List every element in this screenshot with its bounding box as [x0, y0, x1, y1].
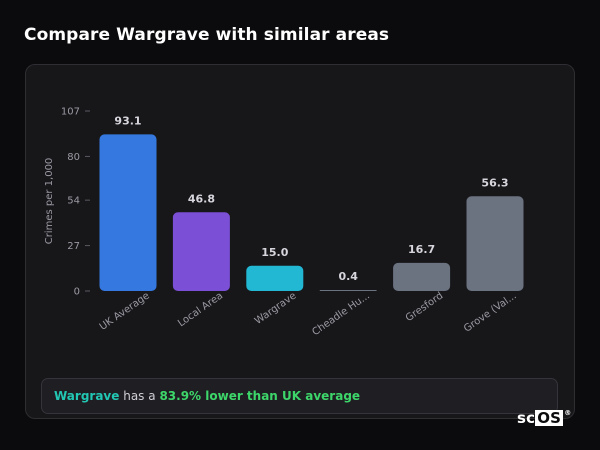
x-category-label: Gresford [404, 290, 445, 324]
bar-value-label: 46.8 [188, 192, 215, 205]
summary-mid-text: has a [123, 389, 156, 403]
logo-text-sc: sc [517, 409, 536, 427]
bar-value-label: 15.0 [261, 246, 288, 259]
y-tick-label: 80 [67, 152, 80, 163]
y-tick-label: 27 [67, 241, 80, 252]
bar-value-label: 0.4 [338, 270, 358, 283]
bar-value-label: 93.1 [114, 114, 141, 127]
bar-value-label: 16.7 [408, 243, 435, 256]
logo-text-os: OS [535, 409, 564, 427]
bar [393, 262, 451, 291]
y-tick-label: 107 [61, 107, 80, 118]
comparison-summary: Wargrave has a 83.9% lower than UK avera… [41, 378, 558, 414]
bar [319, 290, 377, 291]
y-axis-label: Crimes per 1,000 [44, 158, 55, 245]
logo-registered-mark: ® [564, 409, 572, 417]
x-category-label: Grove (Val... [462, 290, 519, 334]
x-category-label: Local Area [176, 290, 225, 329]
x-category-label: UK Average [98, 290, 152, 332]
scos-logo: sc OS ® [517, 409, 571, 427]
summary-comparison: 83.9% lower than UK average [159, 389, 361, 403]
bar [246, 265, 304, 291]
bar [172, 212, 230, 291]
x-category-label: Cheadle Hu... [310, 290, 372, 338]
bar [466, 196, 524, 291]
bar-value-label: 56.3 [481, 176, 508, 189]
bar [99, 134, 157, 291]
y-tick-label: 0 [74, 287, 80, 298]
y-tick-label: 54 [67, 196, 80, 207]
summary-area-name: Wargrave [54, 389, 120, 403]
x-category-label: Wargrave [253, 290, 299, 327]
page-title: Compare Wargrave with similar areas [24, 25, 390, 45]
